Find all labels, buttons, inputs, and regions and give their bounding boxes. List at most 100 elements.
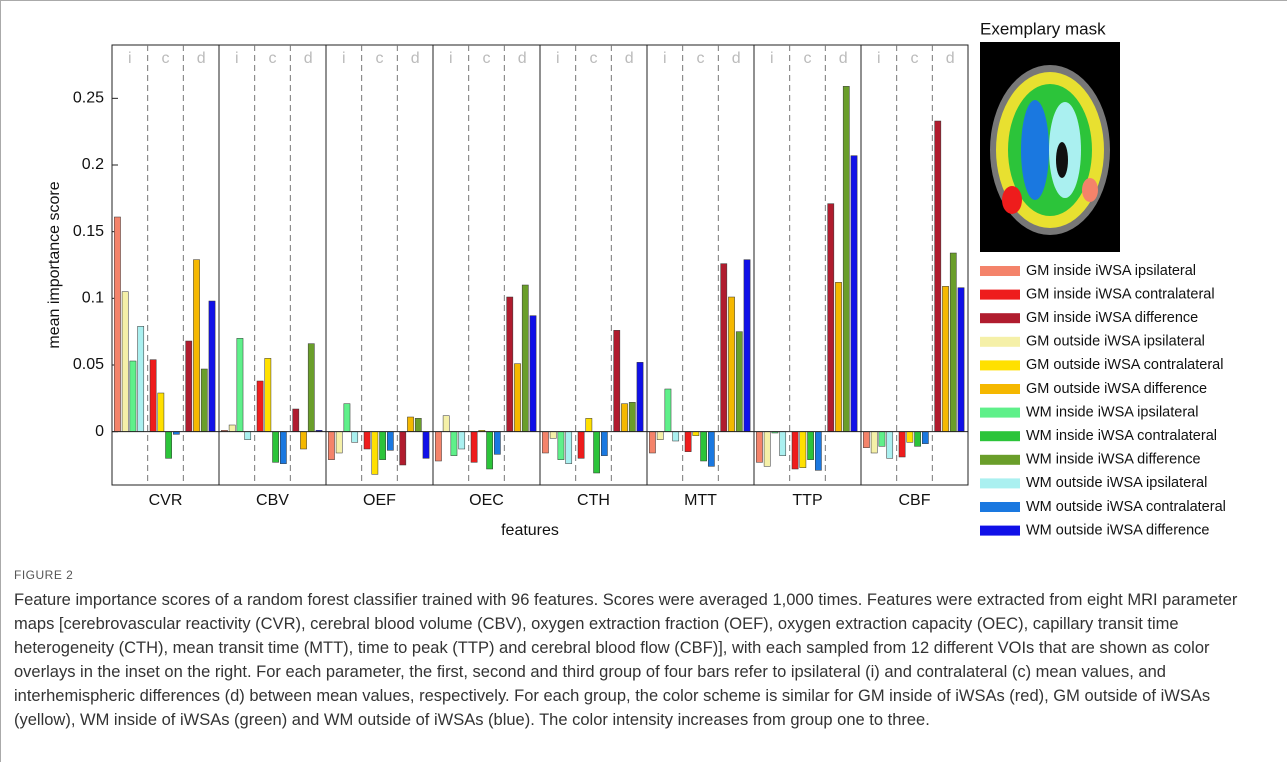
group-label: c (697, 50, 705, 67)
group-label: d (946, 50, 955, 67)
group-label: d (411, 50, 420, 67)
bar (300, 432, 306, 449)
legend-swatch (980, 526, 1020, 536)
bar (380, 432, 386, 460)
bar (828, 204, 834, 432)
bar (122, 292, 128, 432)
bar (308, 344, 314, 432)
bar (637, 362, 643, 431)
bar (494, 432, 500, 455)
bar (701, 432, 707, 461)
bar (407, 417, 413, 432)
bar (400, 432, 406, 465)
bar (887, 432, 893, 459)
bar (744, 260, 750, 432)
group-label: c (804, 50, 812, 67)
bar (800, 432, 806, 468)
bar (871, 432, 877, 453)
bar (621, 404, 627, 432)
bar (229, 425, 235, 432)
legend-label: WM inside iWSA contralateral (1026, 428, 1217, 444)
x-tick-label: MTT (684, 492, 717, 509)
bar (352, 432, 358, 443)
bar (935, 121, 941, 432)
x-axis-label: features (501, 522, 559, 539)
bar (443, 416, 449, 432)
x-tick-label: CVR (149, 492, 183, 509)
figure-label: FIGURE 2 (14, 568, 73, 582)
legend-label: GM inside iWSA ipsilateral (1026, 263, 1196, 279)
bar (372, 432, 378, 475)
bar (728, 297, 734, 432)
bar (507, 297, 513, 432)
legend-swatch (980, 266, 1020, 276)
bar (471, 432, 477, 463)
group-label: i (663, 50, 667, 67)
legend-swatch (980, 478, 1020, 488)
bar (835, 282, 841, 431)
group-label: d (625, 50, 634, 67)
group-label: c (162, 50, 170, 67)
group-label: d (839, 50, 848, 67)
bar (344, 404, 350, 432)
group-label: d (197, 50, 206, 67)
group-label: i (235, 50, 239, 67)
bar (415, 418, 421, 431)
figure-caption: Feature importance scores of a random fo… (14, 588, 1264, 732)
y-axis-label: mean importance score (46, 181, 63, 348)
bar (649, 432, 655, 453)
bar (808, 432, 814, 460)
group-label: i (877, 50, 881, 67)
group-label: d (518, 50, 527, 67)
legend-label: WM outside iWSA ipsilateral (1026, 475, 1207, 491)
x-tick-label: CTH (577, 492, 610, 509)
group-label: c (483, 50, 491, 67)
bar (558, 432, 564, 460)
group-label: c (376, 50, 384, 67)
bar (186, 341, 192, 432)
y-tick-label: 0.15 (73, 223, 104, 240)
bar (293, 409, 299, 432)
bar (958, 288, 964, 432)
group-label: i (770, 50, 774, 67)
bar (673, 432, 679, 441)
bar (594, 432, 600, 473)
bar (451, 432, 457, 456)
group-label: c (269, 50, 277, 67)
legend-swatch (980, 313, 1020, 323)
bar (257, 381, 263, 432)
bar (336, 432, 342, 453)
group-label: i (342, 50, 346, 67)
legend-label: GM outside iWSA difference (1026, 381, 1207, 397)
bar (863, 432, 869, 448)
legend-label: WM inside iWSA difference (1026, 452, 1201, 468)
bar (201, 369, 207, 432)
bar (907, 432, 913, 443)
bar (423, 432, 429, 459)
bar (942, 286, 948, 431)
bar (899, 432, 905, 457)
bar (459, 432, 465, 449)
legend-swatch (980, 290, 1020, 300)
legend-swatch (980, 431, 1020, 441)
bar (364, 432, 370, 449)
bar (487, 432, 493, 469)
bar (166, 432, 172, 459)
bar (566, 432, 572, 464)
bar (851, 156, 857, 432)
group-label: d (732, 50, 741, 67)
legend-swatch (980, 337, 1020, 347)
legend-label: WM outside iWSA contralateral (1026, 499, 1226, 515)
group-label: i (556, 50, 560, 67)
bar (150, 360, 156, 432)
group-label: c (590, 50, 598, 67)
legend-swatch (980, 455, 1020, 465)
bar (273, 432, 279, 463)
bar (158, 393, 164, 432)
legend-label: GM inside iWSA difference (1026, 310, 1198, 326)
bar (657, 432, 663, 440)
y-tick-label: 0.05 (73, 356, 104, 373)
legend-swatch (980, 502, 1020, 512)
bar (530, 316, 536, 432)
chart: features mean importance score Exemplary… (0, 0, 1288, 560)
